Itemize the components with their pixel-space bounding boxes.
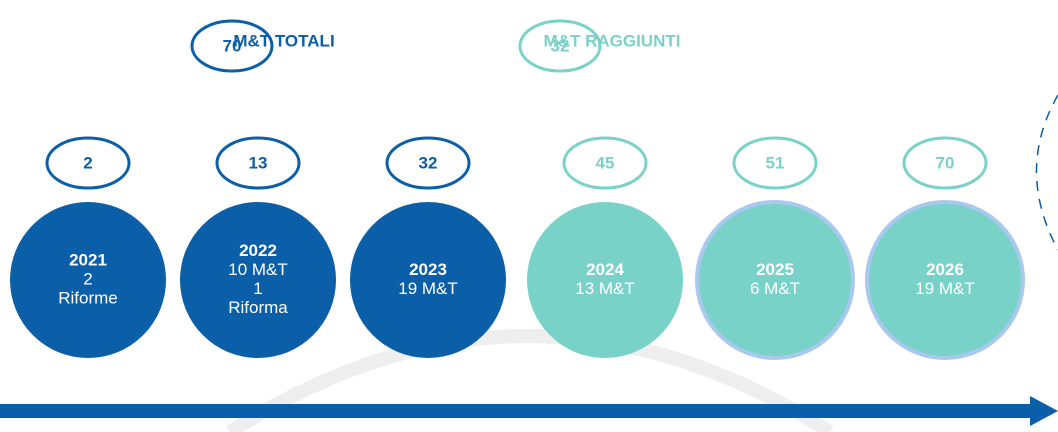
year: 2022 <box>239 241 277 260</box>
year-detail: Riforma <box>228 298 288 317</box>
cumulative-oval <box>45 136 131 190</box>
year-circle <box>695 200 855 360</box>
year-circle <box>527 202 683 358</box>
year-detail: 19 M&T <box>915 279 975 298</box>
year: 2021 <box>69 250 107 269</box>
cumulative-value: 32 <box>419 153 438 172</box>
cumulative-oval <box>902 136 988 190</box>
legend-oval <box>518 19 602 73</box>
year-circle <box>350 202 506 358</box>
year-detail: Riforme <box>58 288 118 307</box>
year: 2026 <box>926 260 964 279</box>
background-arc <box>226 329 834 432</box>
year-circle <box>10 202 166 358</box>
legend-oval <box>190 19 274 73</box>
cumulative-value: 70 <box>936 153 955 172</box>
year-detail: 10 M&T <box>228 260 288 279</box>
legend-label: M&T TOTALI <box>233 31 334 50</box>
year-circle <box>180 202 336 358</box>
cumulative-value: 13 <box>249 153 268 172</box>
year-detail: 2 <box>83 269 92 288</box>
arrow-head <box>1030 396 1058 426</box>
cumulative-value: 2 <box>83 153 92 172</box>
year: 2023 <box>409 260 447 279</box>
legend-label: M&T RAGGIUNTI <box>544 31 681 50</box>
cumulative-value: 51 <box>766 153 785 172</box>
cumulative-oval <box>732 136 818 190</box>
year-circle <box>865 200 1025 360</box>
year-detail: 19 M&T <box>398 279 458 298</box>
year: 2025 <box>756 260 794 279</box>
dashed-arc <box>1035 94 1058 251</box>
year-detail: 1 <box>253 279 262 298</box>
cumulative-oval <box>215 136 301 190</box>
legend-value: 32 <box>551 36 570 55</box>
cumulative-value: 45 <box>596 153 615 172</box>
year-detail: 6 M&T <box>750 279 800 298</box>
timeline-arrow <box>0 404 1036 418</box>
year: 2024 <box>586 260 624 279</box>
cumulative-oval <box>385 136 471 190</box>
legend-value: 70 <box>223 36 242 55</box>
cumulative-oval <box>562 136 648 190</box>
year-detail: 13 M&T <box>575 279 635 298</box>
